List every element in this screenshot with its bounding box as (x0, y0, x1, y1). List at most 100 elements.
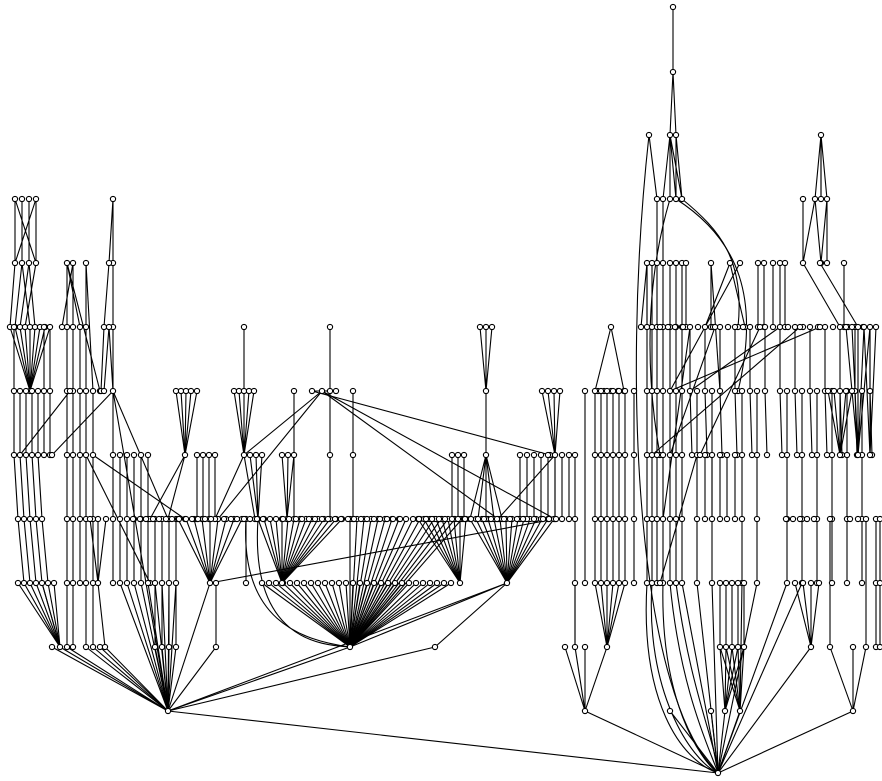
graph-edge (29, 582, 61, 648)
graph-edge (506, 518, 513, 584)
graph-node (172, 579, 180, 587)
graph-node (391, 579, 399, 587)
graph-edge (852, 646, 867, 712)
graph-node (609, 515, 617, 523)
graph-node (740, 643, 748, 651)
graph-node (643, 451, 651, 459)
graph-node (384, 579, 392, 587)
graph-node (82, 643, 90, 651)
graph-edge (649, 198, 671, 456)
graph-node (82, 451, 90, 459)
graph-node (63, 515, 71, 523)
graph-node (707, 259, 715, 267)
graph-node (708, 579, 716, 587)
graph-node (571, 579, 579, 587)
graph-node (836, 451, 844, 459)
graph-edge (662, 582, 719, 774)
graph-edge (475, 518, 508, 584)
graph-node (16, 323, 24, 331)
graph-node (672, 387, 680, 395)
graph-edge (310, 582, 351, 648)
graph-node (539, 515, 547, 523)
graph-node (63, 451, 71, 459)
graph-node (89, 451, 97, 459)
graph-edge (689, 390, 693, 456)
graph-edge (51, 390, 114, 456)
graph-edge (338, 582, 351, 648)
graph-node (426, 579, 434, 587)
graph-node (94, 579, 102, 587)
graph-edge (469, 518, 508, 584)
graph-edge (506, 518, 549, 584)
graph-node (175, 515, 183, 523)
graph-edge (29, 326, 46, 392)
graph-edge (802, 198, 816, 264)
graph-node (740, 579, 748, 587)
graph-edge (717, 646, 812, 774)
graph-node (240, 387, 248, 395)
graph-node (363, 579, 371, 587)
graph-node (18, 195, 26, 203)
graph-node (581, 387, 589, 395)
graph-node (591, 515, 599, 523)
graph-node (25, 259, 33, 267)
graph-node (716, 643, 724, 651)
graph-edge (506, 518, 519, 584)
graph-node (693, 579, 701, 587)
graph-edge (281, 518, 331, 584)
graph-edge (506, 518, 555, 584)
graph-edge (167, 646, 177, 712)
graph-node (694, 323, 702, 331)
graph-node (151, 579, 159, 587)
graph-node (311, 515, 319, 523)
graph-node (307, 579, 315, 587)
graph-node (335, 579, 343, 587)
graph-node (89, 387, 97, 395)
graph-node (734, 579, 742, 587)
graph-edge (717, 582, 803, 774)
graph-edge (764, 390, 768, 456)
graph-node (615, 579, 623, 587)
graph-node (32, 259, 40, 267)
graph-node (648, 387, 656, 395)
graph-node (556, 387, 564, 395)
graph-node (318, 515, 326, 523)
graph-edge (554, 390, 561, 456)
graph-node (305, 515, 313, 523)
graph-node (791, 579, 799, 587)
graph-node (102, 515, 110, 523)
graph-node (326, 387, 334, 395)
graph-node (258, 579, 266, 587)
graph-node (803, 515, 811, 523)
graph-node (76, 579, 84, 587)
graph-edge (505, 518, 508, 584)
graph-node (671, 323, 679, 331)
graph-edge (506, 518, 543, 584)
graph-node (789, 515, 797, 523)
graph-node (155, 515, 163, 523)
graph-node (552, 515, 560, 523)
graph-edge (29, 326, 36, 392)
graph-edge (453, 518, 461, 584)
graph-node (816, 323, 824, 331)
graph-node (220, 515, 228, 523)
graph-node (82, 323, 90, 331)
graph-node (130, 579, 138, 587)
graph-node (666, 451, 674, 459)
graph-edge (724, 646, 733, 712)
graph-edge (672, 71, 677, 136)
graph-node (571, 451, 579, 459)
graph-edge (281, 518, 307, 584)
graph-edge (648, 134, 658, 200)
graph-edge (99, 646, 169, 712)
graph-node (530, 515, 538, 523)
graph-node (415, 515, 423, 523)
graph-edge (824, 390, 828, 456)
graph-node (46, 323, 54, 331)
graph-edge (167, 646, 170, 712)
graph-node (653, 515, 661, 523)
graph-node (328, 579, 336, 587)
graph-node (551, 451, 559, 459)
graph-edge (827, 390, 841, 456)
graph-node (823, 195, 831, 203)
